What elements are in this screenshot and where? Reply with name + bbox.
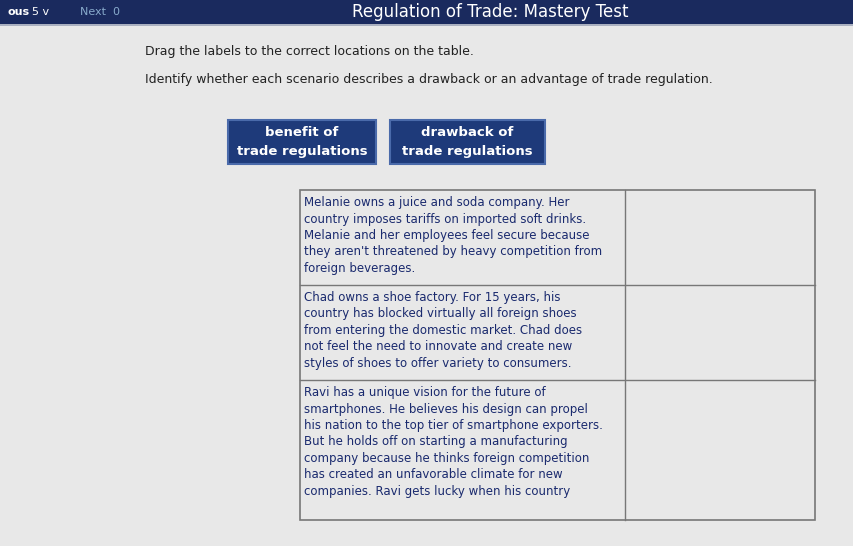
FancyBboxPatch shape bbox=[390, 120, 544, 164]
FancyBboxPatch shape bbox=[299, 190, 814, 520]
FancyBboxPatch shape bbox=[228, 120, 375, 164]
Text: Next  0: Next 0 bbox=[80, 7, 120, 17]
Text: Drag the labels to the correct locations on the table.: Drag the labels to the correct locations… bbox=[145, 45, 473, 58]
Text: Regulation of Trade: Mastery Test: Regulation of Trade: Mastery Test bbox=[351, 3, 628, 21]
Text: ous: ous bbox=[8, 7, 30, 17]
FancyBboxPatch shape bbox=[0, 0, 853, 24]
Text: Ravi has a unique vision for the future of
smartphones. He believes his design c: Ravi has a unique vision for the future … bbox=[304, 386, 602, 498]
Text: Melanie owns a juice and soda company. Her
country imposes tariffs on imported s: Melanie owns a juice and soda company. H… bbox=[304, 196, 601, 275]
Text: benefit of
trade regulations: benefit of trade regulations bbox=[236, 126, 367, 158]
Text: drawback of
trade regulations: drawback of trade regulations bbox=[402, 126, 532, 158]
FancyBboxPatch shape bbox=[0, 26, 853, 546]
Text: Chad owns a shoe factory. For 15 years, his
country has blocked virtually all fo: Chad owns a shoe factory. For 15 years, … bbox=[304, 291, 582, 370]
FancyBboxPatch shape bbox=[0, 24, 853, 26]
Text: 5 v: 5 v bbox=[32, 7, 49, 17]
Text: Identify whether each scenario describes a drawback or an advantage of trade reg: Identify whether each scenario describes… bbox=[145, 74, 712, 86]
